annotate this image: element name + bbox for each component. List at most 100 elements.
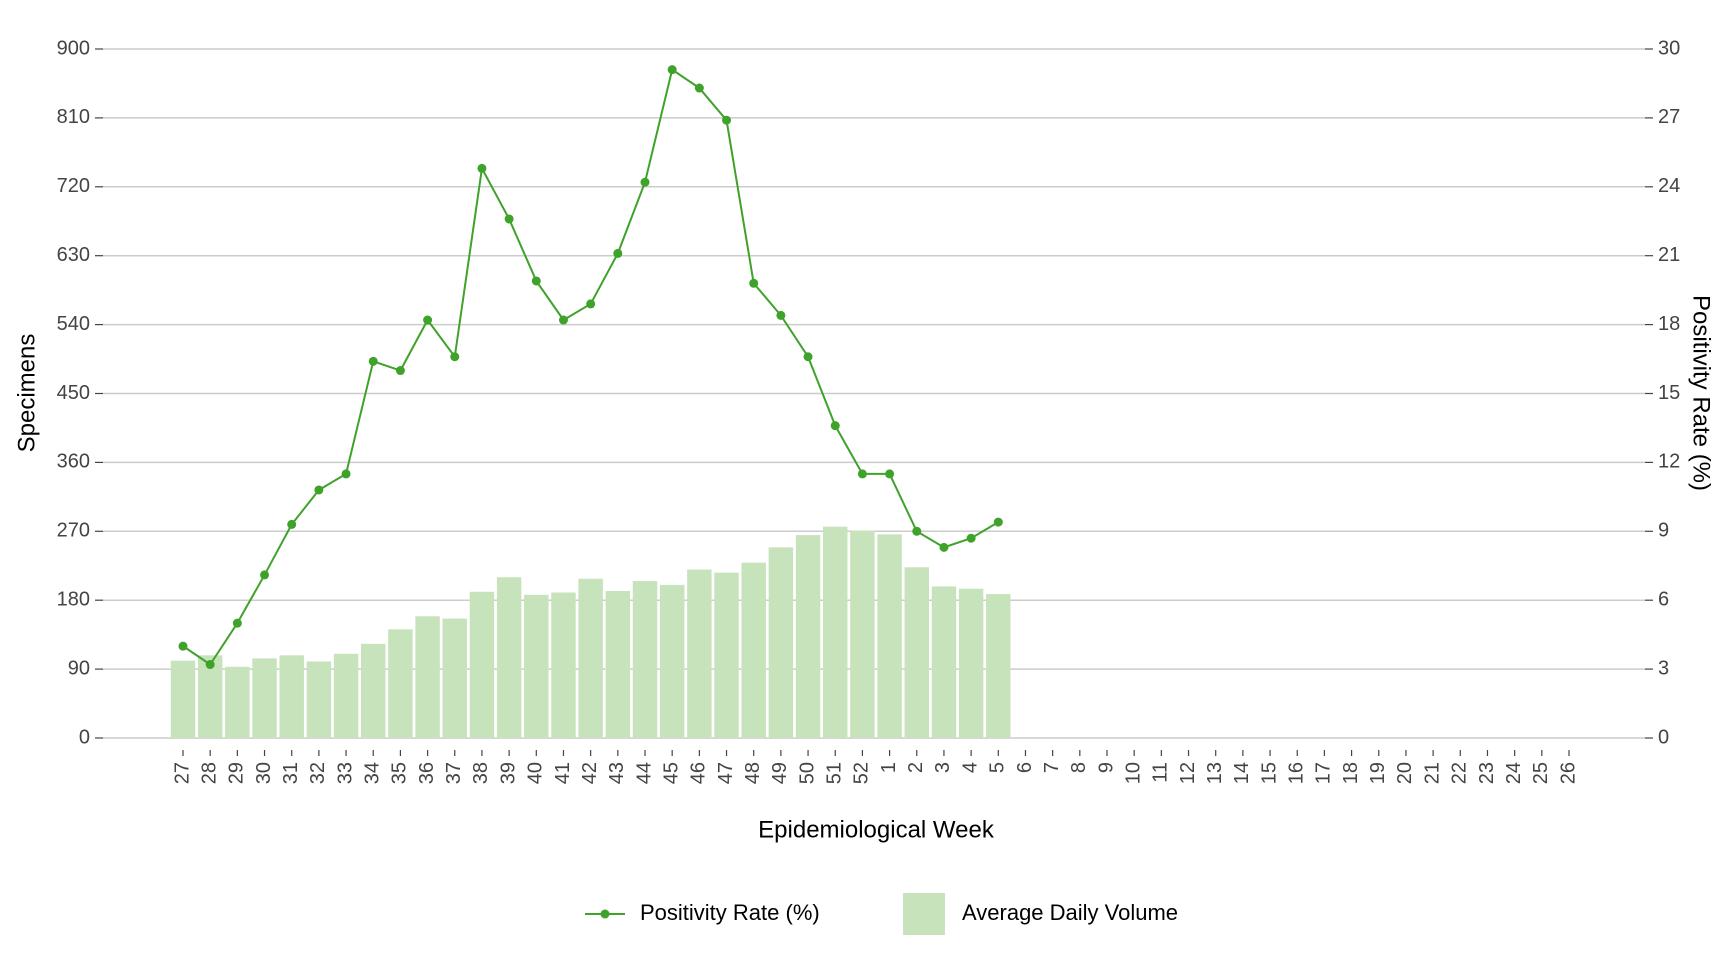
y2-tick-label: 30: [1658, 37, 1680, 59]
point: [314, 485, 324, 495]
y-tick-label: 0: [79, 726, 90, 748]
y2-tick-label: 27: [1658, 106, 1680, 128]
y2-tick-label: 24: [1658, 175, 1680, 197]
point: [341, 469, 351, 479]
point: [694, 83, 704, 93]
y-tick-label: 270: [57, 520, 90, 542]
x-tick-label: 5: [987, 762, 1009, 773]
x-tick-label: 42: [579, 762, 601, 784]
bar: [795, 535, 821, 738]
x-tick-label: 18: [1340, 762, 1362, 784]
x-tick-label: 39: [497, 762, 519, 784]
point: [613, 248, 623, 258]
point: [803, 352, 813, 362]
x-tick-label: 27: [171, 762, 193, 784]
line: [182, 68, 999, 666]
point: [776, 310, 786, 320]
bar: [469, 591, 495, 738]
x-tick-label: 23: [1476, 762, 1498, 784]
x-tick-label: 20: [1394, 762, 1416, 784]
point: [993, 517, 1003, 527]
x-tick-label: 35: [389, 762, 411, 784]
y2-tick-label: 3: [1658, 657, 1669, 679]
y2-axis-title: Positivity Rate (%): [1688, 295, 1715, 491]
point: [939, 542, 949, 552]
bar: [415, 616, 440, 738]
bar: [388, 629, 413, 738]
bar: [904, 567, 929, 738]
bar: [632, 581, 658, 738]
x-tick-label: 25: [1530, 762, 1552, 784]
y-tick-label: 810: [57, 106, 90, 128]
y-tick-label: 180: [57, 588, 90, 610]
point: [287, 519, 297, 529]
bar: [605, 591, 631, 738]
y2-tick-label: 15: [1658, 382, 1680, 404]
point: [830, 421, 840, 431]
point: [885, 469, 895, 479]
point: [531, 276, 541, 286]
y2-tick-label: 9: [1658, 520, 1669, 542]
point: [395, 366, 405, 376]
point: [640, 177, 650, 187]
bar: [931, 586, 957, 738]
x-tick-label: 17: [1313, 762, 1335, 784]
x-tick-label: 49: [769, 762, 791, 784]
x-tick-label: 33: [334, 762, 356, 784]
bar: [225, 666, 250, 738]
y-tick-label: 360: [57, 451, 90, 473]
legend-point: [600, 909, 610, 919]
x-tick-label: 24: [1503, 762, 1525, 784]
x-tick-label: 14: [1231, 762, 1253, 784]
bar: [823, 526, 848, 738]
x-axis-title: Epidemiological Week: [758, 816, 995, 843]
x-tick-label: 13: [1204, 762, 1226, 784]
point: [749, 278, 759, 288]
y2-tick-label: 0: [1658, 726, 1669, 748]
point: [667, 65, 677, 75]
legend-swatch: [903, 893, 945, 935]
x-tick-label: 19: [1367, 762, 1389, 784]
y2-tick-label: 21: [1658, 244, 1680, 266]
bar: [958, 588, 984, 738]
x-tick-label: 36: [416, 762, 438, 784]
x-tick-label: 29: [226, 762, 248, 784]
legend-text: Positivity Rate (%): [640, 900, 820, 925]
x-tick-label: 34: [362, 762, 384, 784]
x-tick-label: 48: [742, 762, 764, 784]
x-tick-label: 7: [1041, 762, 1063, 773]
bar: [306, 661, 332, 738]
x-tick-label: 15: [1258, 762, 1280, 784]
bar: [252, 658, 277, 738]
x-tick-label: 37: [443, 762, 465, 784]
x-tick-label: 26: [1557, 762, 1579, 784]
point: [477, 163, 487, 173]
bar: [170, 660, 196, 738]
bar: [687, 569, 712, 738]
x-tick-label: 21: [1421, 762, 1443, 784]
bar: [659, 584, 685, 738]
x-tick-label: 12: [1177, 762, 1199, 784]
y-tick-label: 720: [57, 175, 90, 197]
bar: [496, 577, 522, 738]
y-axis-title: Specimens: [13, 334, 40, 453]
bar: [850, 530, 875, 738]
x-tick-label: 41: [552, 762, 574, 784]
y-tick-label: 900: [57, 37, 90, 59]
x-tick-label: 10: [1122, 762, 1144, 784]
y2-tick-label: 12: [1658, 451, 1680, 473]
y-tick-label: 450: [57, 382, 90, 404]
x-tick-label: 3: [932, 762, 954, 773]
x-tick-label: 44: [633, 762, 655, 784]
point: [178, 641, 188, 651]
y2-tick-label: 18: [1658, 313, 1680, 335]
bar: [714, 572, 739, 738]
point: [205, 660, 215, 670]
x-tick-label: 38: [470, 762, 492, 784]
point: [368, 356, 378, 366]
bar: [197, 655, 223, 738]
y2-tick-label: 6: [1658, 588, 1669, 610]
x-tick-label: 51: [824, 762, 846, 784]
bar: [361, 643, 386, 738]
